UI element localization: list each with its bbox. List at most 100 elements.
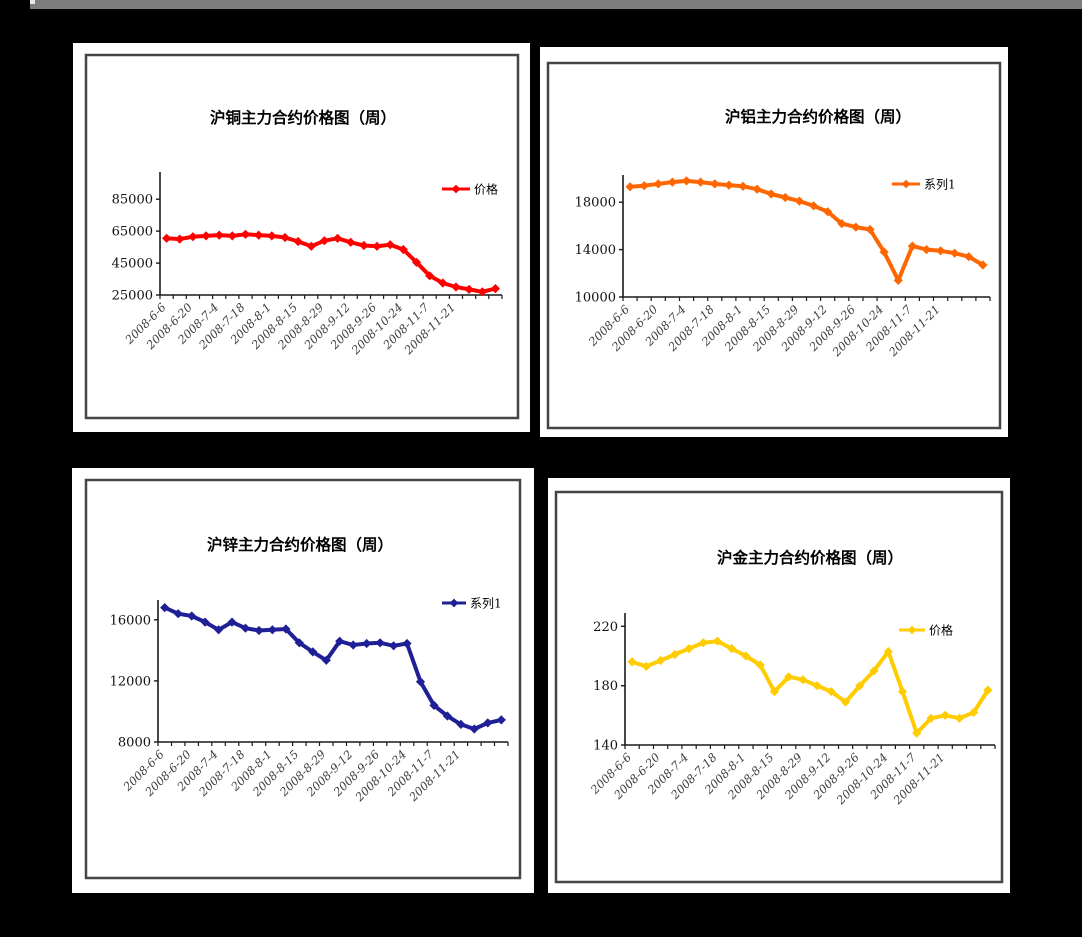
data-point-marker: [865, 224, 875, 235]
data-point-marker: [240, 623, 251, 633]
y-axis-label: 16000: [110, 613, 151, 628]
data-point-marker: [389, 641, 399, 651]
data-point-marker: [724, 180, 734, 190]
data-point-marker: [346, 237, 356, 247]
data-point-marker: [780, 192, 790, 203]
data-point-marker: [469, 724, 479, 734]
data-point-marker: [415, 677, 426, 687]
data-point-marker: [978, 260, 988, 270]
data-point-marker: [385, 240, 395, 250]
data-point-marker: [442, 711, 452, 721]
data-point-marker: [456, 719, 466, 729]
legend-label: 系列1: [470, 597, 502, 611]
data-point-marker: [254, 625, 264, 636]
data-point-marker: [451, 282, 461, 292]
data-point-marker: [438, 278, 448, 288]
data-point-marker: [362, 638, 372, 649]
y-axis-label: 140: [593, 739, 618, 754]
data-point-marker: [483, 718, 493, 728]
data-point-marker: [227, 231, 237, 241]
chart-frame: [546, 61, 1002, 430]
data-point-marker: [306, 241, 316, 251]
data-point-marker: [841, 697, 851, 707]
data-point-marker: [837, 219, 847, 229]
legend-marker-icon: [451, 184, 461, 194]
data-point-marker: [681, 176, 692, 186]
data-point-marker: [214, 625, 224, 635]
y-axis-label: 220: [593, 620, 618, 635]
legend-marker-icon: [907, 625, 917, 635]
data-point-marker: [375, 638, 385, 648]
y-axis-label: 18000: [575, 196, 616, 211]
y-axis-label: 14000: [575, 243, 616, 258]
data-point-marker: [936, 246, 946, 256]
y-axis-label: 25000: [112, 289, 153, 304]
data-point-marker: [254, 230, 264, 240]
chart-title: 沪锌主力合约价格图（周）: [207, 535, 393, 554]
chart-svg-copper: 沪铜主力合约价格图（周）250004500065000850002008-6-6…: [84, 53, 520, 420]
y-axis-label: 10000: [575, 291, 616, 306]
series-line: [162, 605, 504, 731]
data-point-marker: [741, 651, 751, 661]
data-point-marker: [280, 232, 290, 243]
y-axis-label: 12000: [110, 674, 151, 689]
data-point-marker: [240, 229, 251, 239]
chart-title: 沪铝主力合约价格图（周）: [725, 107, 911, 126]
y-axis-label: 65000: [112, 225, 153, 240]
window-top-bar: [30, 0, 1082, 9]
data-point-marker: [425, 271, 435, 281]
data-point-marker: [809, 201, 819, 211]
chart-svg-aluminum: 沪铝主力合约价格图（周）1000014000180002008-6-62008-…: [546, 61, 1002, 430]
data-point-marker: [333, 233, 343, 243]
data-point-marker: [667, 177, 677, 187]
data-point-marker: [653, 179, 663, 189]
top-bar-notch: [30, 0, 35, 4]
data-point-marker: [738, 181, 748, 191]
data-point-marker: [214, 230, 224, 240]
data-point-marker: [752, 184, 762, 194]
data-point-marker: [893, 275, 903, 285]
legend-label: 价格: [929, 623, 953, 638]
data-point-marker: [188, 232, 198, 242]
chart-svg-gold: 沪金主力合约价格图（周）1401802202008-6-62008-6-2020…: [554, 490, 1004, 884]
series-line: [628, 178, 985, 283]
data-point-marker: [964, 252, 974, 262]
data-point-marker: [670, 649, 680, 660]
data-point-marker: [950, 248, 960, 258]
data-point-marker: [784, 672, 794, 682]
data-point-marker: [712, 636, 723, 646]
data-point-marker: [926, 713, 936, 723]
data-point-marker: [940, 710, 950, 720]
data-point-marker: [879, 247, 889, 257]
data-point-marker: [477, 287, 487, 297]
data-point-marker: [464, 284, 474, 294]
data-point-marker: [173, 609, 183, 619]
data-point-marker: [869, 666, 879, 676]
legend-label: 价格: [474, 182, 498, 197]
chart-title: 沪金主力合约价格图（周）: [717, 548, 903, 567]
data-point-marker: [907, 241, 917, 251]
data-point-marker: [267, 231, 277, 241]
data-point-marker: [696, 177, 706, 187]
data-point-marker: [627, 657, 637, 667]
chart-title: 沪铜主力合约价格图（周）: [210, 108, 396, 127]
chart-svg-zinc: 沪锌主力合约价格图（周）800012000160002008-6-62008-6…: [84, 478, 522, 880]
data-point-marker: [851, 222, 861, 232]
chart-frame: [84, 478, 522, 880]
data-point-marker: [794, 196, 804, 206]
legend-marker-icon: [901, 179, 911, 189]
y-axis-label: 85000: [112, 193, 153, 208]
data-point-marker: [372, 241, 382, 251]
data-point-marker: [267, 625, 277, 635]
data-point-marker: [639, 181, 649, 191]
data-point-marker: [402, 638, 412, 649]
data-point-marker: [983, 685, 993, 695]
data-point-marker: [201, 231, 211, 241]
chart-frame: [554, 490, 1004, 884]
data-point-marker: [411, 257, 422, 267]
data-point-marker: [398, 244, 408, 255]
data-point-marker: [921, 245, 932, 255]
chart-frame: [84, 53, 520, 420]
data-point-marker: [823, 207, 833, 217]
